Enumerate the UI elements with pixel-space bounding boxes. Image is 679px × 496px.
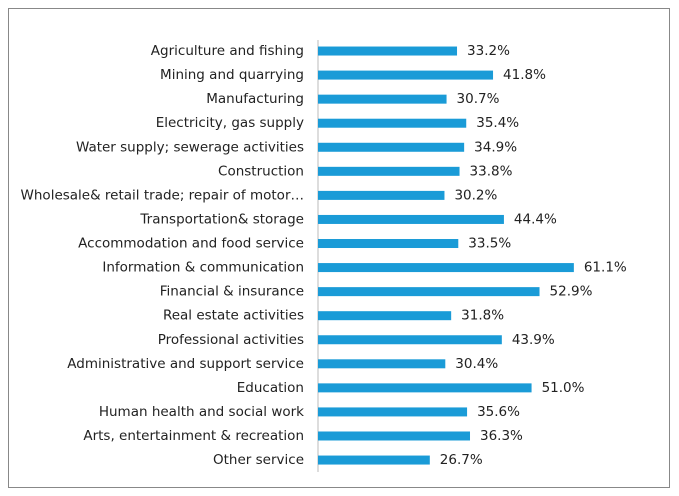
bar — [318, 239, 459, 249]
bar — [318, 287, 540, 297]
value-label: 43.9% — [512, 332, 555, 348]
bar — [318, 431, 471, 441]
value-label: 33.8% — [470, 163, 513, 179]
bar — [318, 214, 504, 224]
category-label: Agriculture and fishing — [151, 43, 304, 59]
category-label: Administrative and support service — [67, 356, 304, 372]
category-label: Construction — [218, 163, 304, 179]
bar — [318, 46, 458, 56]
bar — [318, 455, 430, 465]
bar — [318, 335, 502, 345]
category-label: Other service — [213, 452, 304, 468]
category-label: Information & communication — [102, 260, 304, 276]
category-label: Wholesale& retail trade; repair of motor… — [21, 187, 304, 203]
category-label: Electricity, gas supply — [156, 115, 304, 131]
category-label: Education — [237, 380, 304, 396]
bar — [318, 118, 467, 128]
value-label: 34.9% — [474, 139, 517, 155]
category-label: Water supply; sewerage activities — [76, 139, 304, 155]
value-label: 52.9% — [550, 284, 593, 300]
category-label: Manufacturing — [206, 91, 304, 107]
bar — [318, 70, 494, 80]
category-label: Professional activities — [158, 332, 304, 348]
value-label: 61.1% — [584, 260, 627, 276]
value-label: 41.8% — [503, 67, 546, 83]
category-label: Accommodation and food service — [78, 236, 304, 252]
value-label: 33.2% — [467, 43, 510, 59]
bar — [318, 311, 452, 321]
value-label: 35.4% — [476, 115, 519, 131]
category-label: Real estate activities — [163, 308, 304, 324]
bar — [318, 359, 446, 369]
category-label: Transportation& storage — [139, 211, 304, 227]
bar — [318, 383, 532, 393]
bar — [318, 94, 447, 104]
value-label: 51.0% — [542, 380, 585, 396]
bar — [318, 190, 445, 200]
bar — [318, 166, 460, 176]
value-label: 31.8% — [461, 308, 504, 324]
value-label: 30.7% — [457, 91, 500, 107]
bar — [318, 142, 465, 152]
category-label: Mining and quarrying — [160, 67, 304, 83]
value-label: 30.4% — [455, 356, 498, 372]
category-label: Human health and social work — [99, 404, 304, 420]
value-label: 44.4% — [514, 211, 557, 227]
value-label: 35.6% — [477, 404, 520, 420]
category-label: Arts, entertainment & recreation — [83, 428, 304, 444]
category-label: Financial & insurance — [160, 284, 304, 300]
bar — [318, 407, 468, 417]
value-label: 30.2% — [454, 187, 497, 203]
value-label: 33.5% — [468, 236, 511, 252]
bar — [318, 263, 574, 273]
value-label: 26.7% — [440, 452, 483, 468]
value-label: 36.3% — [480, 428, 523, 444]
